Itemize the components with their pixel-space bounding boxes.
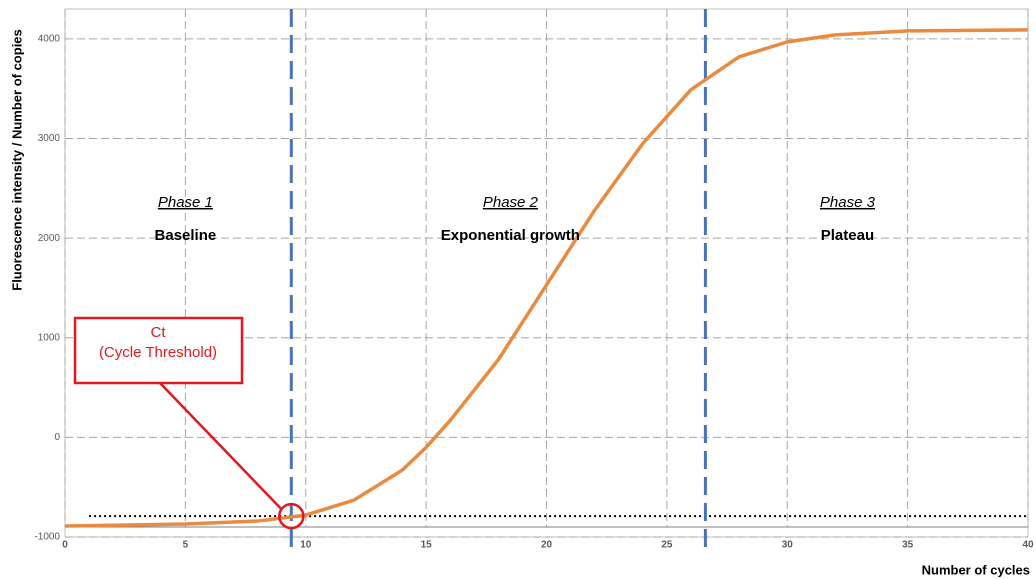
y-tick-label: -1000 bbox=[34, 532, 60, 543]
phase-label: Phase 1 bbox=[158, 194, 213, 211]
x-tick-label: 10 bbox=[300, 540, 312, 551]
y-tick-label: 2000 bbox=[38, 233, 61, 244]
x-tick-label: 20 bbox=[541, 540, 553, 551]
x-tick-label: 35 bbox=[902, 540, 914, 551]
phase-label: Phase 3 bbox=[820, 194, 876, 211]
x-tick-label: 40 bbox=[1022, 540, 1034, 551]
ct-label: (Cycle Threshold) bbox=[99, 344, 217, 361]
phase-label: Phase 2 bbox=[483, 194, 539, 211]
phase-name: Baseline bbox=[155, 227, 217, 244]
ct-label: Ct bbox=[151, 324, 167, 341]
y-axis-label: Fluorescence intensity / Number of copie… bbox=[9, 29, 24, 291]
phase-name: Plateau bbox=[821, 227, 874, 244]
y-tick-label: 3000 bbox=[38, 133, 61, 144]
y-tick-label: 0 bbox=[54, 432, 60, 443]
ct-box bbox=[73, 316, 244, 385]
x-tick-label: 0 bbox=[62, 540, 68, 551]
ct-connector bbox=[159, 382, 284, 511]
x-tick-label: 25 bbox=[661, 540, 673, 551]
y-tick-label: 4000 bbox=[38, 34, 61, 45]
y-tick-label: 1000 bbox=[38, 332, 61, 343]
x-tick-label: 5 bbox=[183, 540, 189, 551]
ct-marker bbox=[278, 502, 305, 530]
data-line bbox=[64, 28, 1029, 528]
x-tick-label: 15 bbox=[421, 540, 433, 551]
phase-name: Exponential growth bbox=[441, 227, 580, 244]
x-tick-label: 30 bbox=[782, 540, 794, 551]
x-axis-label: Number of cycles bbox=[922, 562, 1030, 577]
